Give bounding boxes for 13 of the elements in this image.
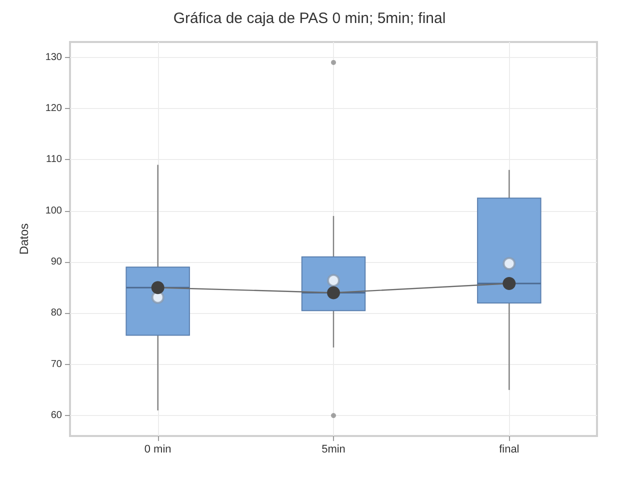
y-tick-label: 80 <box>50 308 62 319</box>
y-tick-label: 120 <box>45 103 62 114</box>
y-tick-label: 60 <box>50 410 62 422</box>
y-tick-label: 70 <box>50 358 62 370</box>
x-tick-label: final <box>499 444 520 456</box>
chart-title: Gráfica de caja de PAS 0 min; 5min; final <box>173 10 446 27</box>
x-tick-label: 0 min <box>144 444 172 456</box>
y-tick-label: 90 <box>50 256 62 268</box>
y-tick-label: 100 <box>45 205 62 216</box>
x-tick-label: 5min <box>322 444 346 456</box>
y-tick-label: 110 <box>46 154 62 166</box>
y-tick-label: 130 <box>45 52 62 63</box>
y-axis-title: Datos <box>17 223 31 255</box>
